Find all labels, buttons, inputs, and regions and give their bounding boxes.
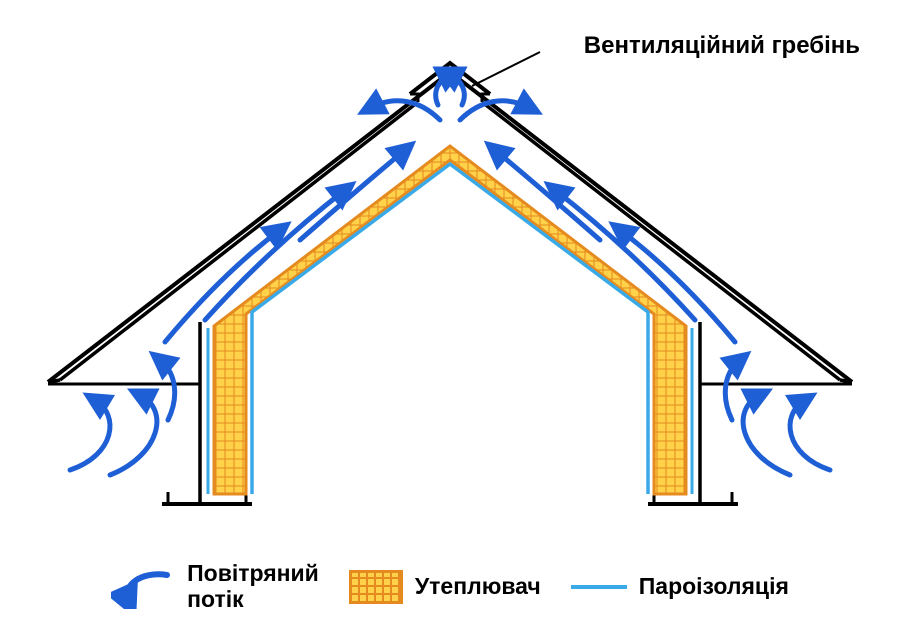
legend-item-insulation: Утеплювач (349, 570, 541, 604)
airflow-icon (111, 565, 175, 609)
legend-item-vapor: Пароізоляція (571, 574, 789, 599)
ridge-label: Вентиляційний гребінь (584, 32, 860, 60)
legend-airflow-label-line2: потік (187, 587, 319, 612)
legend-airflow-label: Повітряний потік (187, 561, 319, 612)
legend: Повітряний потік Утеплювач Пароізоляція (0, 561, 900, 612)
vapor-line-icon (571, 585, 627, 589)
airflow-arrows (70, 73, 830, 475)
ridge-leader (472, 52, 540, 86)
insulation-swatch-icon (349, 570, 403, 604)
legend-vapor-label: Пароізоляція (639, 574, 789, 599)
vapor-barrier (208, 164, 692, 494)
legend-airflow-label-line1: Повітряний (187, 561, 319, 586)
roof-diagram (0, 0, 900, 540)
legend-item-airflow: Повітряний потік (111, 561, 319, 612)
legend-insulation-label: Утеплювач (415, 574, 541, 599)
